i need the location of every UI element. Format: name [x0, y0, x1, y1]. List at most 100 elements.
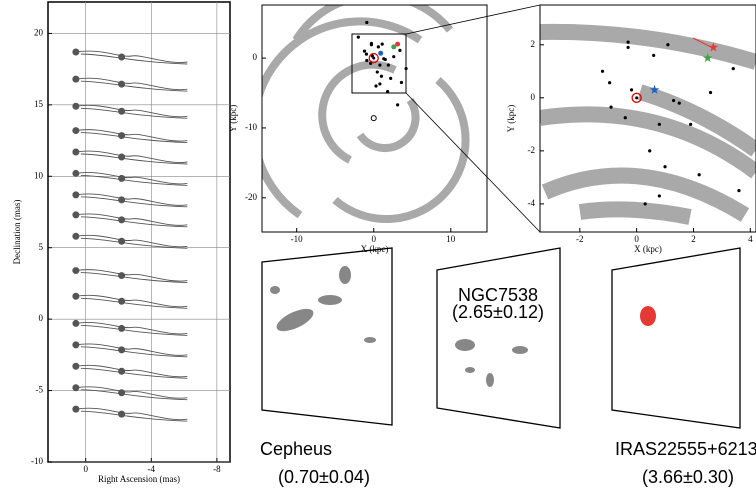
maser-point — [609, 105, 613, 109]
plot-frame — [47, 1, 231, 463]
parallax-spot — [118, 346, 126, 354]
x-tick-label: 2 — [691, 234, 696, 244]
image-name: NGC7538 — [458, 285, 538, 305]
parallax-spot — [118, 367, 126, 375]
maser-point — [399, 80, 404, 85]
maser-point — [398, 48, 402, 53]
maser-point — [376, 45, 380, 49]
parallax-spot — [72, 267, 80, 275]
x-tick-label: 4 — [748, 234, 753, 244]
parallax-track — [75, 294, 188, 309]
x-tick-label: -10 — [291, 234, 303, 244]
sun-dot — [635, 96, 639, 100]
parallax-spot — [72, 384, 80, 392]
parallax-spot — [72, 48, 80, 56]
parallax-spot — [72, 102, 80, 110]
image-distance: (3.66±0.30) — [642, 467, 734, 487]
maser-point — [731, 67, 735, 71]
parallax-track — [75, 269, 188, 284]
maser-point — [629, 88, 634, 92]
parallax-track — [75, 322, 188, 336]
maser-point — [689, 122, 693, 126]
parallax-spot — [118, 80, 126, 88]
y-tick-label: -20 — [245, 192, 257, 202]
y-tick-label: -10 — [245, 122, 257, 132]
parallax-spot — [72, 362, 80, 370]
image-distance: (0.70±0.04) — [278, 467, 370, 487]
parallax-track — [75, 193, 188, 208]
parallax-track — [75, 150, 188, 165]
maser-point — [392, 55, 396, 59]
y-tick-label: -5 — [36, 385, 44, 395]
image-distance: (2.65±0.12) — [452, 302, 544, 322]
maser-point — [626, 40, 630, 44]
parallax-spot — [118, 132, 126, 140]
image-frame — [261, 247, 393, 426]
parallax-spot — [118, 410, 126, 418]
parallax-spot — [118, 216, 126, 224]
y-axis-label: Y (kpc) — [506, 105, 516, 132]
parallax-spot — [72, 191, 80, 199]
parallax-spot — [118, 272, 126, 280]
parallax-spot — [72, 232, 80, 240]
maser-point — [671, 98, 676, 103]
sun-ring — [368, 52, 379, 64]
x-tick-label: -2 — [576, 234, 584, 244]
maser-point — [379, 74, 384, 78]
maser-point — [643, 202, 647, 206]
parallax-spot — [72, 75, 80, 83]
x-tick-label: 0 — [83, 464, 88, 474]
x-axis-label: Right Ascension (mas) — [98, 474, 180, 484]
maser-point — [365, 20, 369, 25]
image-frame — [611, 247, 741, 429]
parallax-track — [75, 407, 188, 422]
colored-point — [391, 44, 397, 50]
maser-point — [369, 43, 374, 47]
parallax-spot — [118, 174, 126, 182]
parallax-spot — [118, 297, 126, 305]
image-panels — [261, 247, 741, 429]
x-tick-label: 0 — [634, 234, 639, 244]
maser-point — [663, 165, 667, 169]
parallax-track — [75, 386, 188, 401]
y-tick-label: 15 — [34, 99, 44, 109]
maser-point — [623, 116, 627, 120]
maser-point — [389, 76, 393, 80]
maser-point — [652, 53, 656, 57]
maser-point — [657, 122, 661, 126]
y-tick-label: 2 — [531, 39, 536, 49]
x-tick-label: 0 — [371, 234, 376, 244]
y-tick-label: 0 — [531, 92, 536, 102]
maser-point — [383, 57, 387, 62]
parallax-spot — [72, 319, 80, 327]
parallax-track — [75, 104, 188, 119]
maser-point — [356, 35, 360, 39]
maser-point — [608, 81, 612, 85]
sun-dot — [372, 56, 376, 60]
maser-point — [365, 58, 369, 63]
maser-point — [362, 49, 367, 53]
maser-point — [697, 173, 701, 177]
maser-point — [380, 42, 384, 46]
maser-point — [657, 194, 661, 198]
colored-point — [395, 41, 401, 47]
maser-point — [378, 82, 382, 86]
parallax-spot — [118, 153, 126, 161]
parallax-track — [75, 213, 188, 228]
maser-point — [708, 90, 713, 95]
maser-point — [378, 63, 382, 67]
y-axis-label: Declination (mas) — [12, 200, 22, 265]
y-tick-label: -4 — [528, 198, 536, 208]
galactic-center — [370, 115, 377, 122]
image-name: IRAS22555+6213 — [615, 439, 756, 459]
maser-point — [375, 70, 379, 74]
parallax-spot — [72, 148, 80, 156]
parallax-track — [75, 77, 188, 92]
x-axis-label: X (kpc) — [634, 244, 662, 254]
parallax-spot — [118, 237, 126, 245]
y-tick-label: 0 — [253, 52, 258, 62]
parallax-spot — [72, 292, 80, 300]
plot-frame — [539, 4, 756, 233]
